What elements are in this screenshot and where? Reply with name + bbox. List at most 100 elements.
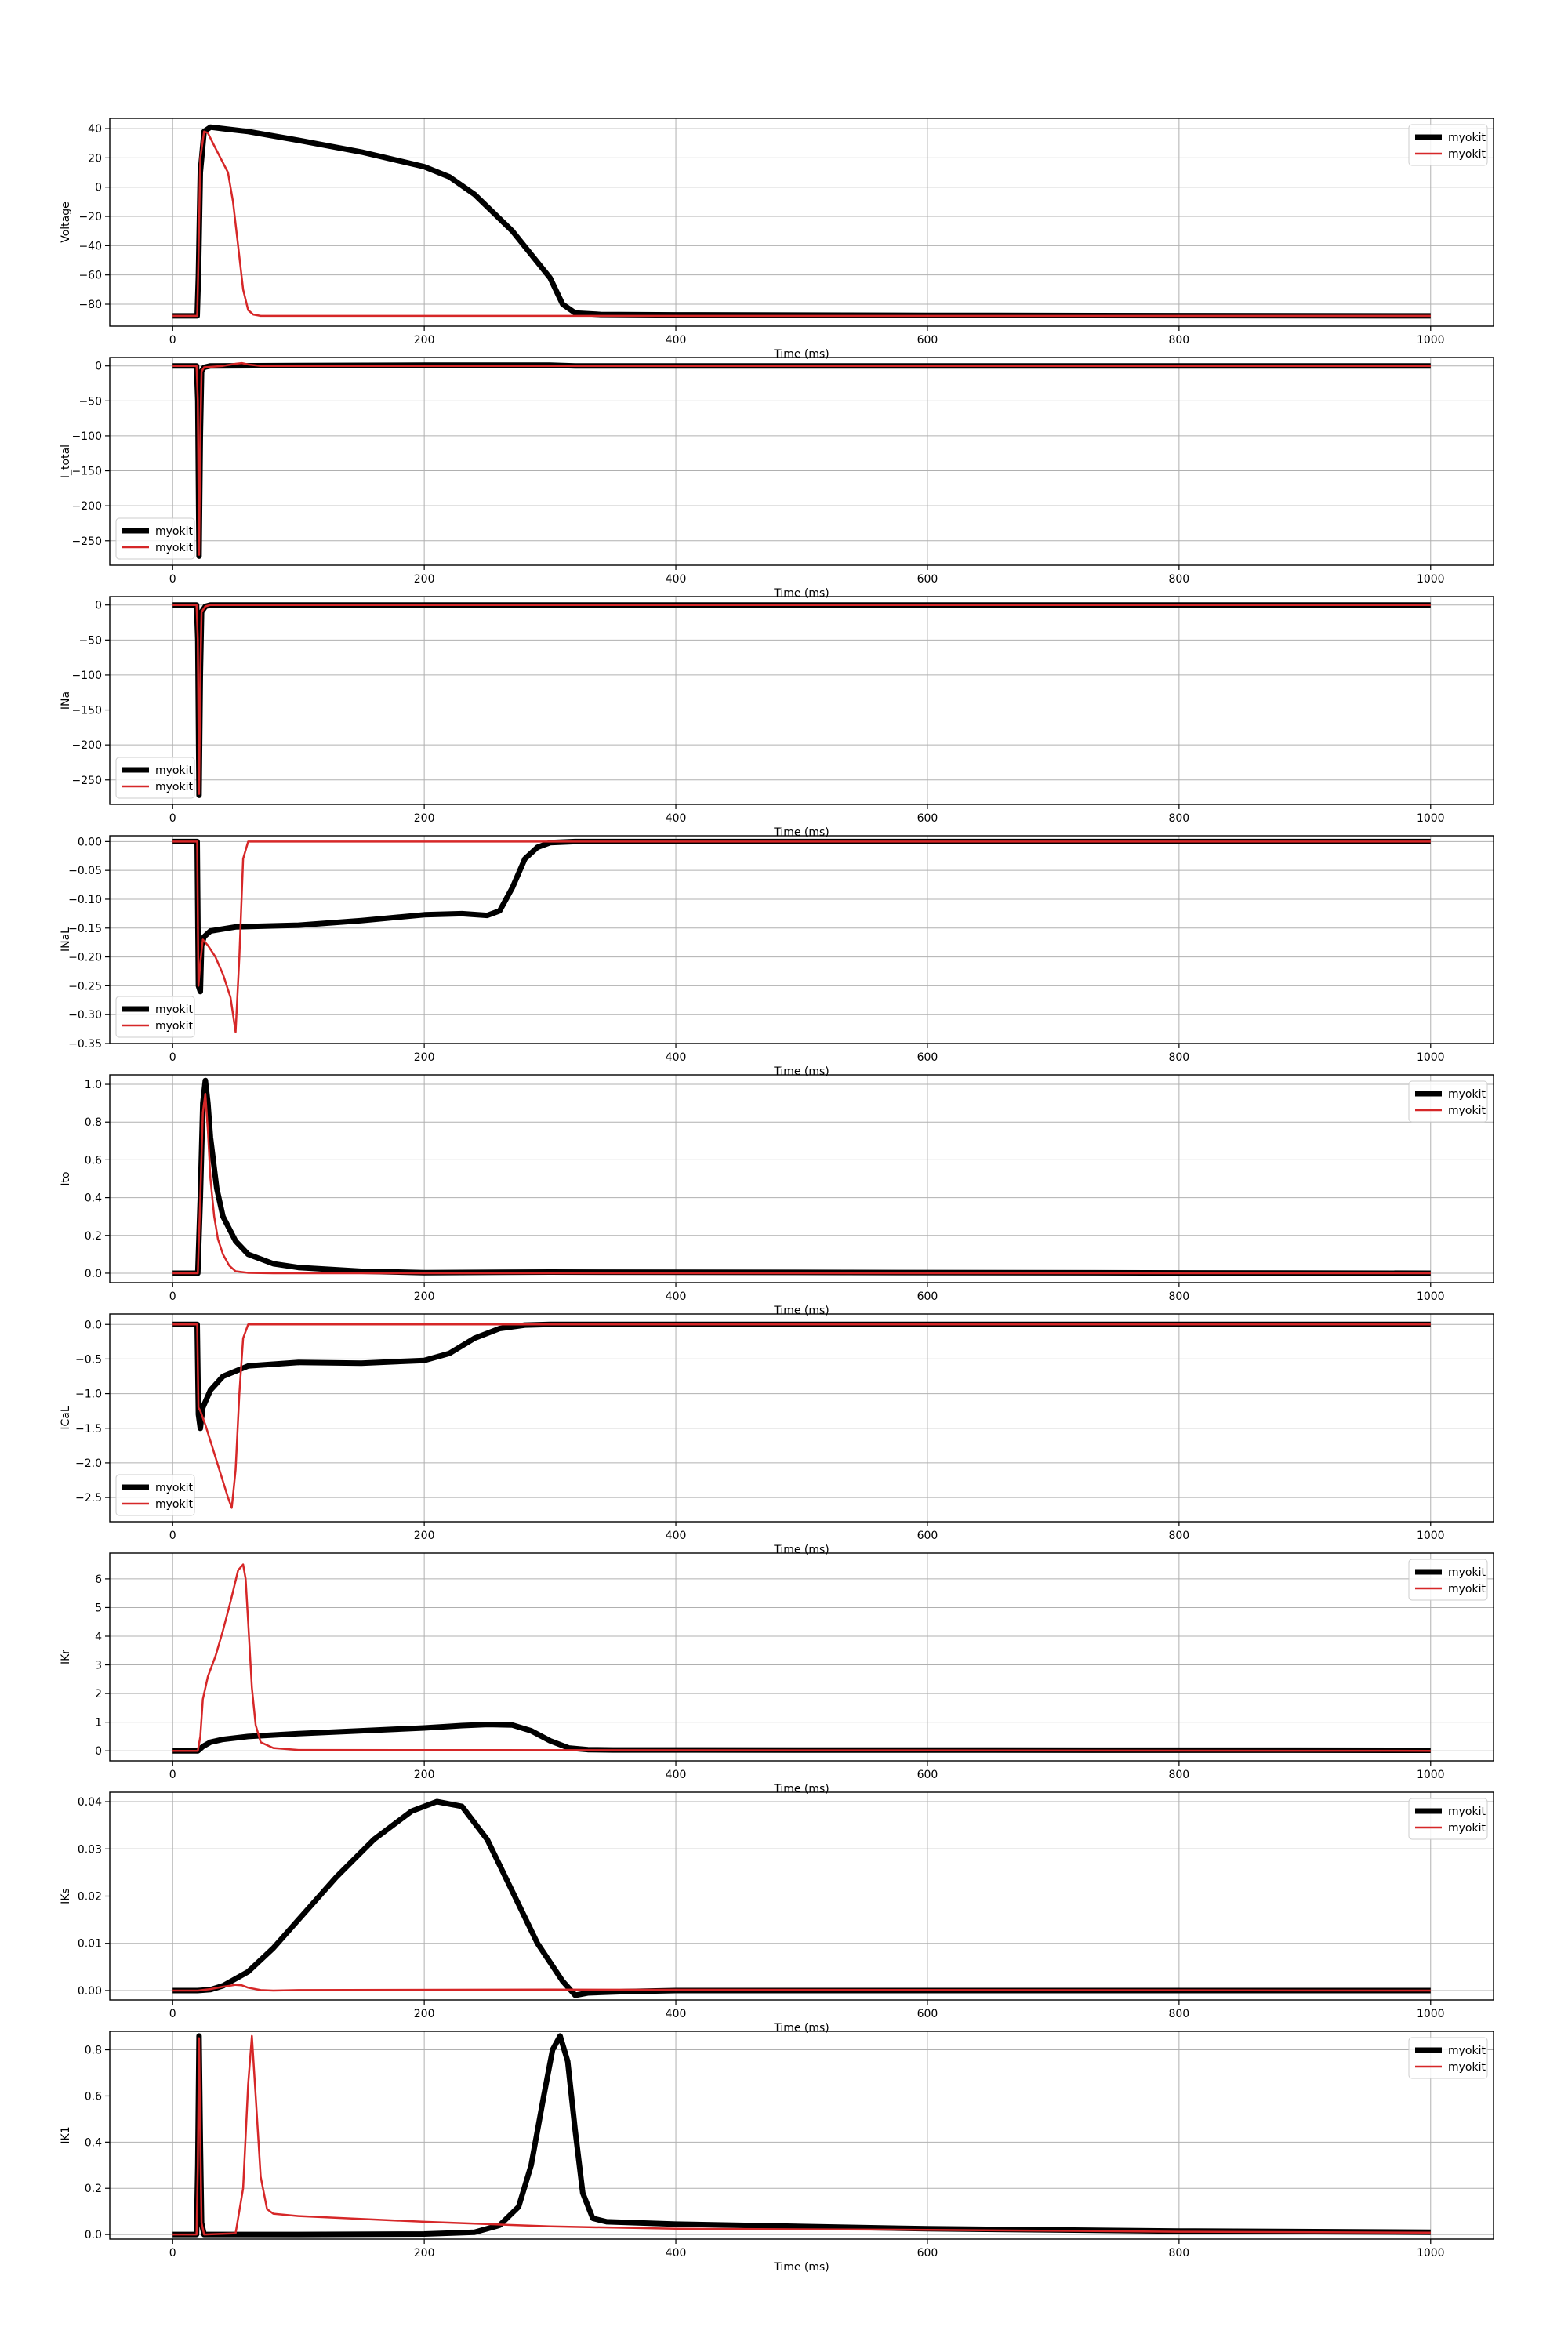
subplot-1: 0 200 400 600 800 1000 −250 −200 −150 −100 −50 0 Tim… bbox=[60, 357, 1494, 600]
x-tick-label: 0 bbox=[169, 812, 176, 825]
x-tick-label: 800 bbox=[1168, 1051, 1189, 1064]
x-tick-label: 800 bbox=[1168, 1290, 1189, 1303]
legend-label: myokit bbox=[1448, 1088, 1486, 1101]
y-tick-label: 0 bbox=[95, 600, 102, 612]
series-group bbox=[172, 2033, 1431, 2238]
x-tick-label: 600 bbox=[917, 1530, 938, 1542]
x-tick-label: 800 bbox=[1168, 573, 1189, 586]
x-tick-label: 400 bbox=[666, 1051, 687, 1064]
y-axis-label: IK1 bbox=[60, 2126, 72, 2143]
series-line-1 bbox=[172, 1323, 1431, 1509]
x-tick-label: 800 bbox=[1168, 2247, 1189, 2259]
y-tick-label: 0.0 bbox=[85, 2229, 102, 2241]
y-tick-label: −250 bbox=[72, 535, 102, 548]
y-tick-label: 20 bbox=[88, 152, 102, 165]
x-tick-label: 200 bbox=[414, 1530, 435, 1542]
subplot-0: 0 200 400 600 800 1000 −80 −60 −40 −20 0 20 40 Time (… bbox=[60, 118, 1494, 361]
y-tick-label: −1.0 bbox=[75, 1388, 102, 1401]
series-line-1 bbox=[172, 361, 1431, 556]
series-line-0 bbox=[172, 124, 1431, 319]
subplot-5: 0 200 400 600 800 1000 −2.5 −2.0 −1.5 −1.0 −0.5 0.0… bbox=[60, 1313, 1494, 1556]
x-tick-label: 0 bbox=[169, 1530, 176, 1542]
y-tick-label: 3 bbox=[95, 1660, 102, 1672]
x-axis-label: Time (ms) bbox=[773, 587, 829, 600]
x-tick-label: 800 bbox=[1168, 2008, 1189, 2020]
x-tick-label: 200 bbox=[414, 334, 435, 347]
axes-frame bbox=[109, 1552, 1494, 1762]
y-tick-label: 2 bbox=[95, 1688, 102, 1700]
series-line-0 bbox=[172, 1077, 1431, 1276]
y-tick-label: −150 bbox=[72, 466, 102, 478]
y-tick-label: 0.00 bbox=[78, 1985, 102, 1998]
series-line-1 bbox=[172, 1092, 1431, 1275]
x-tick-label: 200 bbox=[414, 1769, 435, 1781]
x-tick-label: 600 bbox=[917, 812, 938, 825]
x-tick-label: 200 bbox=[414, 2008, 435, 2020]
series-line-1 bbox=[172, 130, 1431, 318]
y-axis-label: Voltage bbox=[60, 201, 72, 243]
y-tick-label: −0.5 bbox=[75, 1353, 102, 1366]
x-tick-label: 1000 bbox=[1417, 1290, 1445, 1303]
x-tick-label: 0 bbox=[169, 1769, 176, 1781]
x-tick-label: 0 bbox=[169, 334, 176, 347]
x-axis-label: Time (ms) bbox=[773, 2261, 829, 2274]
y-tick-label: −2.0 bbox=[75, 1457, 102, 1470]
x-tick-label: 800 bbox=[1168, 1769, 1189, 1781]
series-line-0 bbox=[172, 362, 1431, 559]
x-tick-label: 0 bbox=[169, 2247, 176, 2259]
series-group bbox=[172, 838, 1431, 1033]
y-axis-label: IKr bbox=[60, 1650, 72, 1664]
legend: myokit myokit bbox=[115, 757, 195, 799]
x-tick-label: 600 bbox=[917, 2008, 938, 2020]
x-tick-label: 0 bbox=[169, 573, 176, 586]
y-axis-label: ICaL bbox=[60, 1406, 72, 1429]
x-tick-label: 400 bbox=[666, 334, 687, 347]
legend: myokit myokit bbox=[1408, 1798, 1488, 1840]
y-tick-label: 0.00 bbox=[78, 836, 102, 848]
axes-frame bbox=[109, 1791, 1494, 2001]
legend: myokit myokit bbox=[115, 1474, 195, 1516]
x-tick-label: 1000 bbox=[1417, 1769, 1445, 1781]
legend-label: myokit bbox=[155, 764, 193, 777]
x-tick-label: 1000 bbox=[1417, 812, 1445, 825]
axes-frame bbox=[109, 2031, 1494, 2240]
y-tick-label: −0.20 bbox=[68, 952, 102, 964]
y-axis-label: INa bbox=[60, 691, 72, 710]
y-tick-label: 0.01 bbox=[78, 1938, 102, 1951]
series-line-0 bbox=[172, 602, 1431, 798]
y-tick-label: −0.30 bbox=[68, 1009, 102, 1022]
legend-label: myokit bbox=[155, 1482, 193, 1494]
x-tick-label: 800 bbox=[1168, 812, 1189, 825]
x-tick-label: 600 bbox=[917, 1290, 938, 1303]
y-tick-label: −20 bbox=[78, 211, 102, 223]
y-tick-label: −0.15 bbox=[68, 923, 102, 935]
series-line-0 bbox=[172, 1321, 1431, 1432]
series-group bbox=[172, 602, 1431, 798]
x-axis-label: Time (ms) bbox=[773, 2022, 829, 2034]
x-tick-label: 1000 bbox=[1417, 2247, 1445, 2259]
x-tick-label: 400 bbox=[666, 1290, 687, 1303]
subplot-6: 0 200 400 600 800 1000 0 1 2 3 4 5 6 Time (ms) IKr myok… bbox=[60, 1552, 1494, 1795]
y-tick-label: −200 bbox=[72, 500, 102, 513]
legend-label: myokit bbox=[155, 1004, 193, 1016]
legend-label: myokit bbox=[1448, 1822, 1486, 1835]
x-tick-label: 800 bbox=[1168, 1530, 1189, 1542]
legend: myokit myokit bbox=[1408, 2037, 1488, 2079]
x-tick-label: 400 bbox=[666, 1530, 687, 1542]
x-axis-label: Time (ms) bbox=[773, 1305, 829, 1317]
y-tick-label: 0.0 bbox=[85, 1319, 102, 1331]
series-line-1 bbox=[172, 1984, 1431, 1992]
legend-label: myokit bbox=[1448, 132, 1486, 144]
x-axis-label: Time (ms) bbox=[773, 348, 829, 361]
subplot-8: 0 200 400 600 800 1000 0.0 0.2 0.4 0.6 0.8 Time (ms… bbox=[60, 2031, 1494, 2274]
y-tick-label: −50 bbox=[78, 395, 102, 408]
series-line-1 bbox=[172, 1563, 1431, 1752]
x-tick-label: 0 bbox=[169, 1290, 176, 1303]
x-tick-label: 600 bbox=[917, 1769, 938, 1781]
y-tick-label: 0.8 bbox=[85, 1116, 102, 1129]
axes-frame bbox=[109, 1313, 1494, 1523]
y-tick-label: 4 bbox=[95, 1631, 102, 1643]
series-line-0 bbox=[172, 2033, 1431, 2238]
legend-label: myokit bbox=[155, 1498, 193, 1511]
